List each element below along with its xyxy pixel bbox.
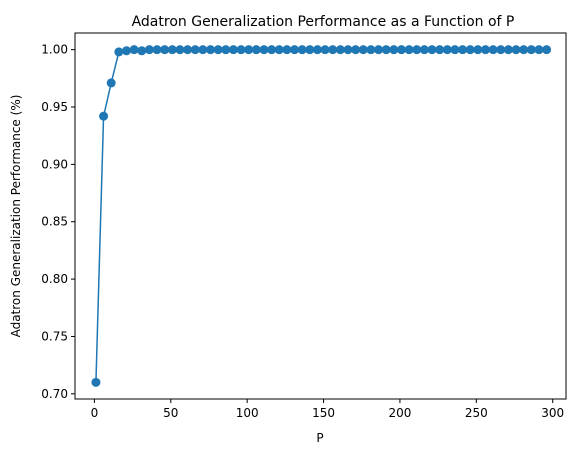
data-point [519,45,529,55]
data-point [137,46,147,56]
x-tick-label: 150 [312,406,335,420]
y-tick-label: 0.85 [41,215,68,229]
data-point [473,45,483,55]
data-point [152,45,162,55]
data-point [175,45,185,55]
y-tick-label: 1.00 [41,43,68,57]
y-tick-label: 0.75 [41,329,68,343]
y-tick-label: 0.80 [41,272,68,286]
data-point [198,45,208,55]
data-point [312,45,322,55]
y-axis-label: Adatron Generalization Performance (%) [9,95,23,338]
data-point [534,45,544,55]
data-point [221,45,231,55]
data-point [488,45,498,55]
data-point [374,45,384,55]
data-point [335,45,345,55]
data-point [213,45,223,55]
x-axis: 0 50 100 150 200 250 300 [91,399,564,420]
data-point [358,45,368,55]
chart-title: Adatron Generalization Performance as a … [132,14,515,30]
data-point [511,45,521,55]
data-point [267,45,277,55]
data-point [274,45,284,55]
data-point [496,45,506,55]
data-point [351,45,361,55]
data-point [526,45,536,55]
data-point [206,45,216,55]
data-point [290,45,300,55]
data-point [305,45,315,55]
x-tick-label: 200 [388,406,411,420]
data-point [465,45,475,55]
data-point [106,78,116,88]
data-point [389,45,399,55]
data-point [129,45,139,55]
data-point [282,45,292,55]
x-tick-label: 300 [541,406,564,420]
x-tick-label: 0 [91,406,99,420]
data-point [480,45,490,55]
data-point [503,45,513,55]
plot-area [91,45,552,387]
data-point [435,45,445,55]
data-point [297,45,307,55]
data-point [99,111,109,121]
x-axis-label: P [316,431,323,445]
x-tick-label: 100 [236,406,259,420]
data-point [450,45,460,55]
data-point [244,45,254,55]
data-point [228,45,238,55]
data-point [427,45,437,55]
data-point [396,45,406,55]
data-point [343,45,353,55]
data-point [259,45,269,55]
plot-frame [74,32,567,400]
data-point [366,45,376,55]
data-point [144,45,154,55]
data-point [190,45,200,55]
x-tick-label: 250 [465,406,488,420]
data-point [114,47,124,57]
x-tick-label: 50 [163,406,178,420]
data-point [542,45,552,55]
data-point [419,45,429,55]
data-point [121,46,131,56]
data-point [183,45,193,55]
y-axis: 0.70 0.75 0.80 0.85 0.90 0.95 1.00 [41,43,75,401]
y-tick-label: 0.95 [41,100,68,114]
data-point [458,45,468,55]
series-line [95,48,547,383]
data-point [381,45,391,55]
y-tick-label: 0.90 [41,157,68,171]
data-point [167,45,177,55]
data-point [412,45,422,55]
y-tick-label: 0.70 [41,387,68,401]
data-point [251,45,261,55]
data-point [328,45,338,55]
data-point [236,45,246,55]
data-point [160,45,170,55]
data-point [442,45,452,55]
data-point [404,45,414,55]
data-point [91,377,101,387]
data-point [320,45,330,55]
